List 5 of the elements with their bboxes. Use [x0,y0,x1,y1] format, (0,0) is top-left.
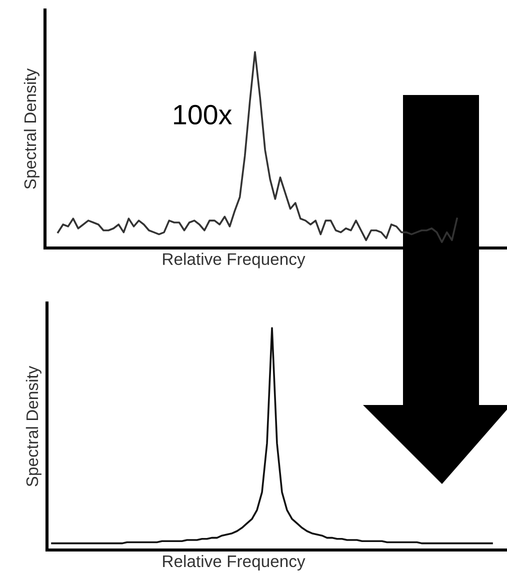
y-axis-title: Spectral Density [26,366,42,486]
x-axis-title: Relative Frequency [163,554,306,570]
x-axis-title: Relative Frequency [163,252,306,268]
y-axis-title: Spectral Density [24,68,40,189]
annotation: 100x [174,104,232,125]
